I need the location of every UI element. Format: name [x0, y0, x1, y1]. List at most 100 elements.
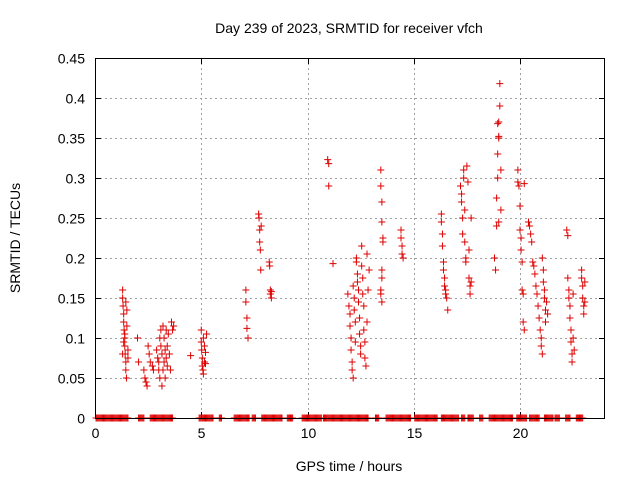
x-tick-label: 0 [92, 425, 100, 441]
data-point [533, 290, 541, 298]
chart-title: Day 239 of 2023, SRMTID for receiver vfc… [215, 20, 483, 36]
data-point [142, 378, 150, 386]
data-point [496, 102, 504, 110]
data-point [398, 242, 406, 250]
data-point [378, 298, 386, 306]
data-point [542, 318, 549, 326]
data-point [160, 358, 168, 366]
data-point [353, 270, 361, 278]
data-point [199, 370, 207, 378]
data-point [519, 290, 527, 298]
data-point [578, 274, 586, 282]
data-point [145, 350, 153, 358]
data-point [542, 306, 549, 314]
data-point [537, 334, 545, 342]
data-point [159, 366, 167, 374]
data-point [460, 166, 468, 174]
data-point [518, 286, 526, 294]
data-point [458, 198, 466, 206]
data-point [267, 294, 275, 302]
data-point [440, 266, 447, 274]
data-point [351, 318, 359, 326]
data-point [168, 318, 175, 326]
data-point [350, 306, 358, 314]
data-point [397, 234, 405, 242]
data-point [242, 298, 250, 306]
data-point [399, 254, 407, 262]
data-point [123, 322, 131, 330]
data-point [160, 334, 168, 342]
data-point [539, 278, 547, 286]
data-point [120, 326, 128, 334]
data-point [242, 286, 250, 294]
plot-frame [95, 58, 605, 419]
data-point [397, 226, 405, 234]
data-point [360, 302, 368, 310]
x-axis-label: GPS time / hours [296, 458, 403, 474]
data-point [529, 258, 537, 266]
data-point [378, 266, 386, 274]
data-point [266, 262, 274, 270]
data-point [350, 294, 358, 302]
y-tick-label: 0 [77, 411, 85, 427]
data-point [540, 294, 548, 302]
data-point [203, 330, 211, 338]
data-point [497, 206, 505, 214]
data-point [579, 282, 587, 290]
data-point [355, 286, 362, 294]
data-point [166, 366, 174, 374]
data-point [119, 286, 127, 294]
data-point [344, 290, 352, 298]
data-point [347, 346, 355, 354]
data-point [346, 310, 354, 318]
data-point [520, 180, 528, 188]
data-points [92, 80, 589, 422]
data-point [361, 354, 369, 362]
data-point [122, 358, 130, 366]
data-point [514, 178, 522, 186]
data-point [200, 342, 208, 350]
y-axis-label: SRMTID / TECUs [7, 183, 23, 293]
data-point [517, 234, 525, 242]
data-point [148, 362, 156, 370]
data-point [437, 210, 445, 218]
data-point [532, 282, 540, 290]
data-point [496, 80, 504, 88]
data-point [567, 326, 575, 334]
data-point [157, 342, 165, 350]
data-point [492, 266, 500, 274]
axis-ticks [95, 58, 605, 419]
data-point [581, 278, 589, 286]
data-point [461, 238, 469, 246]
data-point [349, 282, 357, 290]
x-tick-label: 20 [513, 425, 529, 441]
y-tick-label: 0.45 [58, 51, 85, 67]
data-point [158, 382, 166, 390]
data-point [581, 298, 589, 306]
data-point [143, 382, 151, 390]
data-point [467, 214, 475, 222]
data-point [438, 230, 446, 238]
data-point [497, 166, 505, 174]
data-point [267, 288, 275, 296]
data-point [169, 326, 177, 334]
data-point [348, 358, 356, 366]
data-point [358, 262, 366, 270]
data-point [495, 132, 503, 140]
data-point [579, 294, 587, 302]
data-point [538, 350, 546, 358]
data-point [466, 282, 474, 290]
data-point [569, 290, 577, 298]
data-point [398, 250, 406, 258]
data-point [329, 260, 337, 268]
data-point [443, 294, 451, 302]
data-point [257, 266, 265, 274]
data-point [119, 294, 127, 302]
data-point [122, 298, 130, 306]
data-point [358, 242, 366, 250]
data-point [457, 182, 464, 190]
data-point [378, 274, 386, 282]
data-point [163, 342, 171, 350]
data-point [255, 214, 263, 222]
data-point [351, 338, 359, 346]
